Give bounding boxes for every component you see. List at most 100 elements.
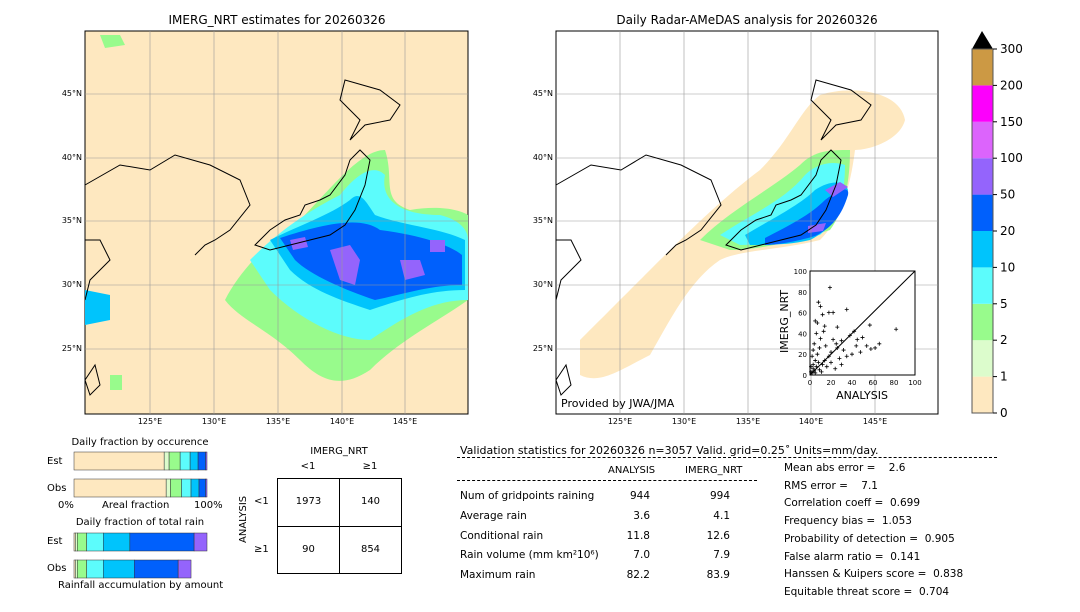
scatter-point — [855, 337, 860, 342]
stats-analysis-value: 944 — [629, 490, 650, 502]
scatter-point — [818, 336, 823, 341]
fraction-segment — [170, 478, 182, 498]
colorbar-tick-label: 0 — [1000, 406, 1008, 420]
scatter-point — [818, 304, 823, 309]
cell-hit: 854 — [360, 544, 381, 555]
scatter-point — [821, 329, 826, 334]
colorbar-segment — [972, 376, 993, 413]
fraction-bars — [73, 451, 208, 579]
stats-imerg-value: 12.6 — [706, 530, 730, 542]
rain-area-very-heavy — [280, 222, 462, 300]
lon-tick-label: 140°E — [329, 417, 355, 426]
scatter-ylabel: IMERG_NRT — [778, 289, 791, 353]
fraction-segment — [103, 559, 135, 579]
cell-hit-none: 1973 — [295, 496, 322, 507]
fraction-segment — [181, 478, 192, 498]
scatter-point — [852, 329, 857, 334]
scatter-point — [817, 345, 822, 350]
scatter-point — [831, 310, 836, 315]
scatter-ytick: 40 — [798, 330, 807, 338]
scatter-point — [820, 362, 825, 367]
colorbar-tick-label: 150 — [1000, 115, 1023, 129]
stats-row-label: Conditional rain — [460, 530, 544, 542]
fraction-segment — [163, 451, 170, 471]
fraction-segment — [75, 559, 78, 579]
totalrain-title: Daily fraction of total rain — [75, 517, 205, 528]
stats-score: Probability of detection = 0.905 — [784, 532, 955, 545]
stats-analysis-value: 11.8 — [626, 530, 650, 542]
stats-imerg-value: 994 — [709, 490, 730, 502]
left-map — [84, 30, 469, 415]
scatter-point — [814, 331, 819, 336]
colorbar-segment — [972, 85, 993, 122]
stats-score: Mean abs error = 2.6 — [784, 462, 906, 474]
scatter-ytick: 100 — [794, 268, 807, 276]
scatter-point — [822, 324, 827, 329]
colorbar: 0 1 2 5 10 20 50 100 150 200 300 — [971, 31, 1023, 420]
colorbar-tick-label: 200 — [1000, 78, 1023, 92]
scatter-point — [814, 364, 819, 369]
scatter-point — [813, 370, 818, 375]
colorbar-tick-label: 100 — [1000, 151, 1023, 165]
scatter-point — [811, 366, 816, 371]
occ-est-label: Est — [47, 456, 63, 467]
colorbar-segment — [972, 303, 993, 341]
scatter-point — [827, 285, 832, 290]
scatter-point — [813, 358, 818, 363]
scatter-xtick: 0 — [808, 379, 812, 387]
lon-tick-label: 130°E — [671, 417, 697, 426]
scatter-point — [864, 343, 869, 348]
scatter-point — [826, 310, 831, 315]
fraction-segment — [103, 532, 131, 552]
scatter-point — [844, 307, 849, 312]
scatter-point — [835, 345, 840, 350]
fraction-segment — [197, 451, 206, 471]
scatter-point — [831, 337, 836, 342]
scatter-point — [858, 350, 863, 355]
scatter-xtick: 20 — [827, 379, 836, 387]
right-map — [555, 30, 939, 415]
fraction-segment — [168, 451, 181, 471]
lat-tick-label: 40°N — [61, 153, 82, 162]
lon-tick-label: 135°E — [265, 417, 291, 426]
scatter-point — [824, 364, 829, 369]
scatter-point — [854, 343, 859, 348]
colorbar-segment — [972, 49, 993, 86]
scatter-xtick: 60 — [869, 379, 878, 387]
scatter-xtick: 40 — [848, 379, 857, 387]
stats-score: False alarm ratio = 0.141 — [784, 550, 921, 563]
scatter-point — [877, 341, 882, 346]
row-label-ge1: ≥1 — [254, 544, 269, 555]
scatter-point — [829, 350, 833, 355]
stats-score: Hanssen & Kuipers score = 0.838 — [784, 568, 964, 581]
scatter-point — [815, 352, 820, 357]
right-map-title: Daily Radar-AMeDAS analysis for 20260326 — [616, 13, 878, 27]
scatter-point — [867, 323, 872, 328]
lat-tick-label: 35°N — [532, 216, 553, 225]
stats-score: RMS error = 7.1 — [784, 479, 878, 492]
contingency-row-header: ANALYSIS — [238, 495, 249, 543]
scatter-ytick: 60 — [798, 310, 807, 318]
stats-header: Validation statistics for 20260326 n=305… — [460, 444, 879, 457]
lon-tick-label: 145°E — [862, 417, 888, 426]
stats-row-label: Rain volume (mm km²10⁶) — [460, 549, 599, 561]
scatter-point — [813, 318, 818, 323]
lat-tick-label: 25°N — [532, 344, 553, 353]
scatter-point — [833, 366, 838, 371]
scatter-point — [829, 360, 833, 365]
cell-miss: 90 — [302, 544, 315, 555]
scatter-point — [826, 354, 831, 359]
scatter-point — [839, 338, 844, 343]
fraction-segment — [205, 478, 208, 498]
fraction-segment — [73, 478, 167, 498]
rain-area-west — [85, 290, 110, 325]
lon-tick-label: 135°E — [735, 417, 761, 426]
scatter-point — [837, 356, 842, 361]
one-to-one-line — [809, 270, 916, 376]
left-coastline — [84, 79, 401, 396]
rain-area-extreme — [290, 237, 445, 285]
scatter-point — [841, 348, 846, 353]
colorbar-segment — [972, 231, 993, 268]
stats-imerg-value: 4.1 — [713, 510, 730, 522]
